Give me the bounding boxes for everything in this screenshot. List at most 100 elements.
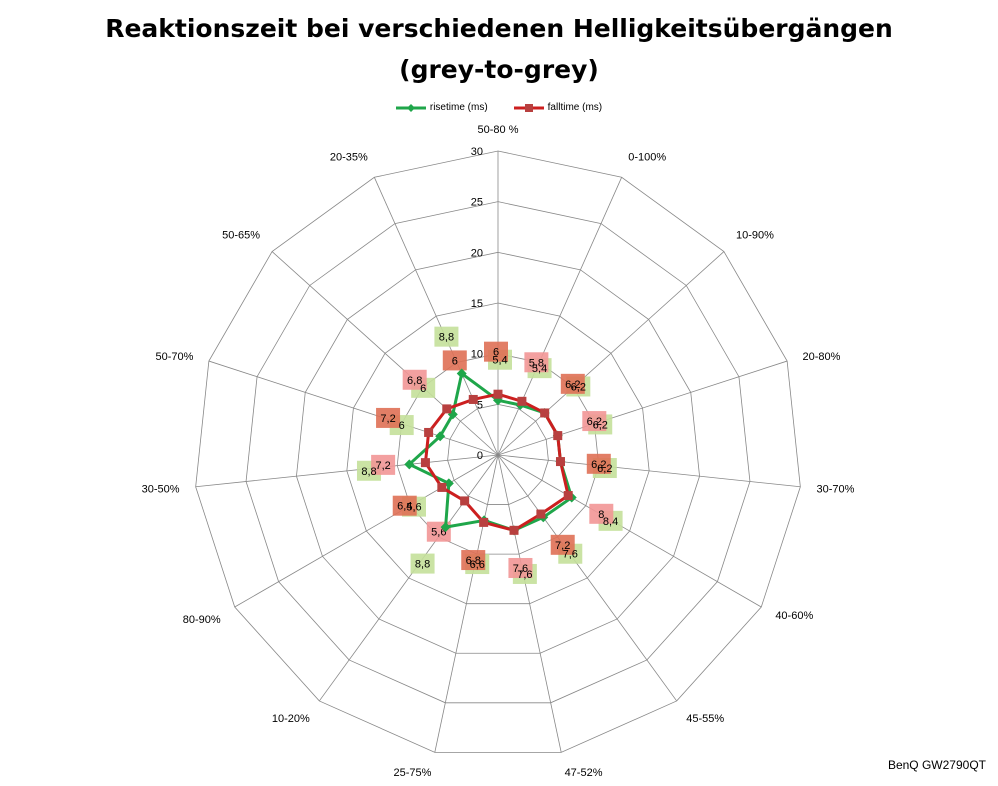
data-label-falltime: 7,2 <box>380 413 395 425</box>
data-label-falltime: 5,6 <box>431 527 446 539</box>
data-label-risetime: 7,6 <box>563 549 578 561</box>
grid-ring-5 <box>447 403 549 505</box>
data-label-falltime: 5,8 <box>529 357 544 369</box>
legend-swatch-falltime <box>513 103 544 112</box>
category-label: 0-100% <box>628 151 666 163</box>
grid-spoke-3 <box>497 360 788 456</box>
data-label-bg <box>410 553 435 574</box>
grid-spoke-5 <box>497 454 762 608</box>
data-label-risetime: 8,8 <box>361 466 376 478</box>
radial-tick-label: 0 <box>477 450 483 462</box>
grid-spoke-1 <box>497 177 623 456</box>
data-label-risetime: 6 <box>399 420 405 432</box>
data-label-bg <box>392 495 417 516</box>
grid-spoke-13 <box>271 251 499 456</box>
marker-falltime <box>420 458 430 468</box>
marker-falltime <box>437 482 447 492</box>
data-label-falltime: 6,4 <box>397 501 412 513</box>
data-label-bg <box>582 411 607 432</box>
radial-tick-label: 20 <box>471 247 483 259</box>
data-label-risetime: 7,6 <box>517 569 532 581</box>
category-label: 10-20% <box>272 713 310 725</box>
category-label: 20-80% <box>803 351 841 363</box>
category-label: 25-75% <box>394 767 432 779</box>
data-label-bg <box>508 557 533 578</box>
category-label: 50-80 % <box>478 124 519 136</box>
data-label-risetime: 6 <box>420 383 426 395</box>
radial-tick-label: 10 <box>471 349 483 361</box>
marker-risetime <box>443 478 454 489</box>
data-label-bg <box>402 369 427 390</box>
grid-spoke-4 <box>497 454 801 488</box>
marker-risetime <box>456 368 467 379</box>
grid-spoke-14 <box>373 177 499 456</box>
data-label-bg <box>586 453 611 474</box>
data-label-risetime: 5,4 <box>492 355 507 367</box>
chart-title-line-2: (grey-to-grey) <box>399 55 599 84</box>
legend-label-risetime: risetime (ms) <box>429 102 488 113</box>
data-label-risetime: 8,4 <box>603 516 618 528</box>
data-label-risetime: 6,6 <box>470 559 485 571</box>
grid-ring-25 <box>245 201 751 704</box>
radial-tick-label: 15 <box>471 298 483 310</box>
grid-spoke-9 <box>318 454 499 702</box>
category-label: 50-70% <box>156 351 194 363</box>
data-label-falltime: 6,2 <box>587 416 602 428</box>
radial-tick-label: 30 <box>471 146 483 158</box>
marker-falltime <box>509 525 519 535</box>
chart-title-line-1: Reaktionszeit bei verschiedenen Helligke… <box>105 14 893 43</box>
data-label-falltime: 6 <box>452 355 458 367</box>
grid-spoke-11 <box>195 454 499 488</box>
data-label-risetime: 5,6 <box>406 502 421 514</box>
grid-spoke-6 <box>497 454 678 702</box>
data-label-falltime: 6,2 <box>591 459 606 471</box>
data-label-bg <box>461 550 486 571</box>
category-label: 30-70% <box>816 483 854 495</box>
marker-falltime <box>493 389 503 399</box>
marker-falltime <box>479 517 489 527</box>
category-label: 20-35% <box>330 151 368 163</box>
data-label-risetime: 8,8 <box>415 559 430 571</box>
data-label-bg <box>524 352 549 373</box>
legend-item-risetime: risetime (ms) <box>395 102 488 113</box>
data-label-bg <box>560 373 585 394</box>
category-label: 50-65% <box>222 230 260 242</box>
category-label: 10-90% <box>736 230 774 242</box>
marker-falltime <box>553 431 563 441</box>
data-label-risetime: 6,2 <box>593 419 608 431</box>
legend-item-falltime: falltime (ms) <box>513 102 603 113</box>
marker-risetime <box>404 459 415 470</box>
data-label-falltime: 6,2 <box>565 379 580 391</box>
data-label-risetime: 6,2 <box>571 381 586 393</box>
grid-ring-15 <box>346 302 650 605</box>
data-label-bg <box>550 534 575 555</box>
legend-label-falltime: falltime (ms) <box>547 102 603 113</box>
data-label-bg <box>484 341 508 362</box>
marker-risetime <box>435 431 446 442</box>
grid-spoke-7 <box>497 454 562 753</box>
data-label-falltime: 8 <box>598 509 604 521</box>
marker-falltime <box>536 509 546 519</box>
data-label-falltime: 7,2 <box>375 460 390 472</box>
data-label-risetime: 6,2 <box>597 463 612 475</box>
data-label-bg <box>371 454 396 475</box>
legend-swatch-risetime <box>395 103 426 112</box>
grid-spoke-12 <box>208 360 499 456</box>
marker-falltime <box>517 396 527 406</box>
grid-spoke-10 <box>234 454 499 608</box>
category-label: 30-50% <box>142 483 180 495</box>
marker-falltime <box>555 457 565 467</box>
chart-legend: risetime (ms) falltime (ms) <box>0 102 998 113</box>
grid-ring-20 <box>296 251 700 654</box>
marker-falltime <box>468 394 478 404</box>
data-label-falltime: 6,8 <box>407 375 422 387</box>
radial-tick-label: 5 <box>477 399 483 411</box>
data-label-falltime: 7,6 <box>513 563 528 575</box>
credit-label: BenQ GW2790QT <box>887 758 986 772</box>
data-label-bg <box>434 326 459 347</box>
data-label-bg <box>589 503 614 524</box>
data-label-risetime: 8,8 <box>439 332 454 344</box>
grid-ring-30 <box>195 150 801 753</box>
data-label-falltime: 6,8 <box>466 555 481 567</box>
